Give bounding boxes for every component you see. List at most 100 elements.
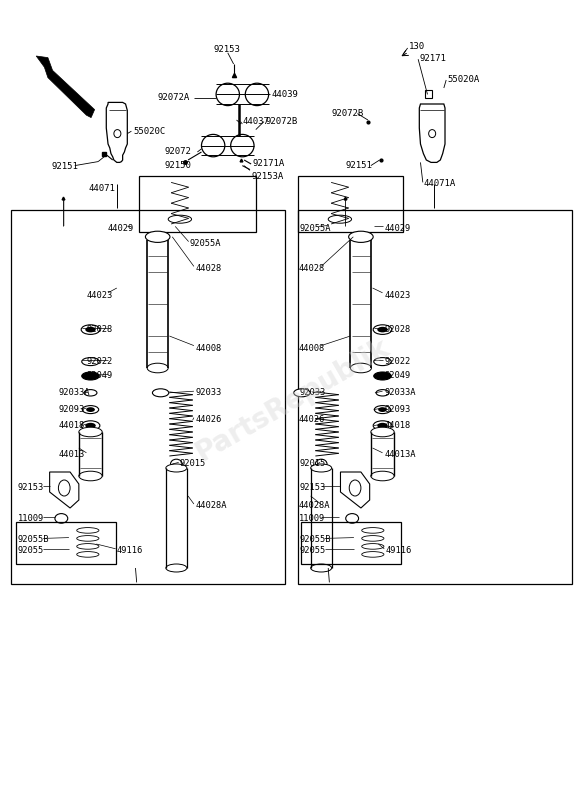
Ellipse shape bbox=[311, 464, 332, 472]
Text: 44023: 44023 bbox=[86, 290, 113, 300]
Ellipse shape bbox=[245, 83, 269, 106]
Text: 92072: 92072 bbox=[165, 147, 192, 157]
Ellipse shape bbox=[373, 325, 392, 334]
Text: 92049: 92049 bbox=[384, 371, 411, 381]
Ellipse shape bbox=[171, 459, 182, 469]
Ellipse shape bbox=[349, 231, 373, 242]
Ellipse shape bbox=[294, 389, 310, 397]
Ellipse shape bbox=[77, 536, 99, 542]
Ellipse shape bbox=[82, 372, 99, 380]
Bar bbox=[301, 522, 401, 564]
Text: 49116: 49116 bbox=[117, 546, 143, 555]
Ellipse shape bbox=[152, 389, 169, 397]
Ellipse shape bbox=[346, 514, 359, 523]
Ellipse shape bbox=[361, 552, 384, 558]
Text: 44013A: 44013A bbox=[384, 450, 416, 459]
Text: 44018: 44018 bbox=[384, 421, 411, 430]
Ellipse shape bbox=[86, 407, 95, 412]
Ellipse shape bbox=[377, 422, 388, 429]
Text: 92072B: 92072B bbox=[332, 109, 364, 118]
Text: 92153A: 92153A bbox=[251, 172, 283, 182]
Ellipse shape bbox=[374, 406, 391, 414]
Text: 92028: 92028 bbox=[86, 325, 113, 334]
Ellipse shape bbox=[168, 215, 192, 223]
Ellipse shape bbox=[373, 421, 392, 430]
Text: 92072A: 92072A bbox=[158, 93, 190, 102]
Ellipse shape bbox=[166, 464, 187, 472]
Text: 92049: 92049 bbox=[86, 371, 113, 381]
Text: 92033: 92033 bbox=[196, 388, 222, 398]
Text: PartsRepublik: PartsRepublik bbox=[190, 333, 394, 467]
Bar bbox=[298, 176, 403, 232]
Text: 92151: 92151 bbox=[346, 161, 373, 170]
Text: 92153: 92153 bbox=[299, 483, 325, 493]
Text: 130: 130 bbox=[409, 42, 425, 51]
Text: 92028: 92028 bbox=[384, 325, 411, 334]
Text: 92022: 92022 bbox=[86, 357, 113, 366]
Bar bbox=[16, 522, 116, 564]
Text: 44028: 44028 bbox=[196, 264, 222, 274]
Ellipse shape bbox=[377, 326, 388, 333]
Text: 44023: 44023 bbox=[384, 290, 411, 300]
Ellipse shape bbox=[77, 552, 99, 558]
Ellipse shape bbox=[216, 83, 239, 106]
Text: 44008: 44008 bbox=[196, 343, 222, 353]
Polygon shape bbox=[106, 102, 127, 162]
Text: 92015: 92015 bbox=[299, 459, 325, 469]
Text: 92093: 92093 bbox=[384, 405, 411, 414]
Ellipse shape bbox=[84, 390, 97, 396]
Text: 92153: 92153 bbox=[18, 483, 44, 493]
Ellipse shape bbox=[361, 528, 384, 534]
Ellipse shape bbox=[145, 231, 170, 242]
Text: 44028: 44028 bbox=[299, 264, 325, 274]
Ellipse shape bbox=[55, 514, 68, 523]
Ellipse shape bbox=[85, 326, 96, 333]
Text: 55020C: 55020C bbox=[133, 126, 165, 136]
Text: 44013: 44013 bbox=[58, 450, 85, 459]
Ellipse shape bbox=[231, 134, 254, 157]
Ellipse shape bbox=[374, 372, 391, 380]
Ellipse shape bbox=[114, 130, 121, 138]
Text: 44029: 44029 bbox=[108, 224, 134, 234]
Text: 44029: 44029 bbox=[384, 224, 411, 234]
Ellipse shape bbox=[58, 480, 70, 496]
Ellipse shape bbox=[374, 358, 391, 366]
Ellipse shape bbox=[147, 363, 168, 373]
Text: 44071: 44071 bbox=[89, 184, 116, 194]
Text: 92153: 92153 bbox=[213, 45, 240, 54]
Ellipse shape bbox=[328, 215, 352, 223]
Text: 49116: 49116 bbox=[385, 546, 412, 555]
Ellipse shape bbox=[166, 564, 187, 572]
Ellipse shape bbox=[371, 427, 394, 437]
Bar bbox=[425, 90, 432, 98]
Text: 92093: 92093 bbox=[58, 405, 85, 414]
Text: 92171A: 92171A bbox=[253, 159, 285, 169]
Text: 92022: 92022 bbox=[384, 357, 411, 366]
Ellipse shape bbox=[361, 536, 384, 542]
Bar bbox=[11, 210, 285, 584]
Ellipse shape bbox=[315, 459, 327, 469]
Text: 55020A: 55020A bbox=[447, 75, 479, 85]
Text: 92150: 92150 bbox=[165, 161, 192, 170]
Ellipse shape bbox=[350, 363, 371, 373]
Ellipse shape bbox=[201, 134, 225, 157]
Ellipse shape bbox=[376, 390, 389, 396]
Text: 44028A: 44028A bbox=[299, 501, 331, 510]
Text: 92055A: 92055A bbox=[299, 224, 331, 234]
Text: 44071A: 44071A bbox=[424, 179, 456, 189]
Text: 44018: 44018 bbox=[58, 421, 85, 430]
Text: 92055B: 92055B bbox=[18, 535, 49, 545]
Polygon shape bbox=[419, 104, 445, 162]
Text: 92033A: 92033A bbox=[58, 388, 90, 398]
Text: 92151: 92151 bbox=[51, 162, 78, 171]
Text: 92033: 92033 bbox=[299, 388, 325, 398]
Ellipse shape bbox=[361, 544, 384, 550]
Ellipse shape bbox=[81, 421, 100, 430]
Ellipse shape bbox=[311, 564, 332, 572]
Ellipse shape bbox=[429, 130, 436, 138]
Ellipse shape bbox=[81, 325, 100, 334]
Text: 92072B: 92072B bbox=[266, 117, 298, 126]
Text: 44026: 44026 bbox=[196, 414, 222, 424]
Ellipse shape bbox=[77, 544, 99, 550]
Text: 92171: 92171 bbox=[419, 54, 446, 63]
